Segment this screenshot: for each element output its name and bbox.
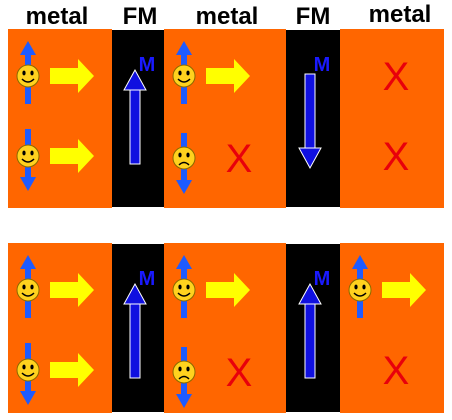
face-circle (172, 146, 196, 170)
header-fm-1: FM (123, 3, 158, 30)
smiley-face-icon (348, 278, 372, 302)
magnetization-arrow-head (123, 68, 147, 91)
current-arrow-icon (206, 59, 250, 93)
metal-block-3 (340, 29, 444, 208)
blocked-x-mark: X (226, 137, 253, 181)
face-eye-right (186, 70, 190, 76)
spin-arrow-head (176, 41, 192, 55)
row-parallel: M M X X (8, 243, 444, 413)
face-mouth (177, 292, 191, 297)
face-circle (16, 64, 40, 88)
face-circle (16, 144, 40, 168)
magnetization-arrow-head (123, 282, 147, 305)
magnetization-arrow-head (298, 147, 322, 170)
face-mouth (177, 78, 191, 83)
header-metal-2: metal (196, 3, 259, 30)
face-circle (16, 358, 40, 382)
smiley-face-icon (172, 64, 196, 88)
magnetization-arrow-2 (298, 73, 322, 170)
magnetization-arrow-head (298, 282, 322, 305)
smiley-face-icon (16, 358, 40, 382)
current-arrow-icon (50, 139, 94, 173)
blocked-x-mark: X (226, 351, 253, 395)
face-mouth (21, 158, 35, 163)
magnetization-arrow-1 (123, 282, 147, 379)
magnetization-label: M (139, 54, 156, 76)
metal-region-2: X (172, 255, 253, 408)
face-eye-left (178, 70, 182, 76)
magnetization-label: M (314, 268, 331, 290)
magnetization-arrow-shaft (304, 301, 316, 379)
face-eye-left (178, 152, 182, 158)
spin-arrow-head (352, 255, 368, 269)
spin-arrow-head (20, 391, 36, 405)
face-circle (172, 64, 196, 88)
face-circle (348, 278, 372, 302)
face-eye-right (30, 150, 34, 156)
current-arrow-icon (50, 353, 94, 387)
smiley-face-icon (16, 144, 40, 168)
spin-arrow-head (176, 394, 192, 408)
magnetization-arrow-shaft (129, 301, 141, 379)
face-eye-right (30, 364, 34, 370)
metal-region-1 (16, 255, 94, 405)
face-eye-left (22, 70, 26, 76)
spin-arrow-head (176, 255, 192, 269)
face-eye-left (22, 364, 26, 370)
current-arrow-icon (50, 273, 94, 307)
sad-face-icon (172, 146, 196, 170)
face-mouth (21, 372, 35, 377)
smiley-face-icon (16, 278, 40, 302)
face-eye-right (186, 284, 190, 290)
header-metal-3: metal (369, 1, 432, 28)
face-mouth (178, 375, 190, 380)
face-eye-right (30, 70, 34, 76)
header-metal-1: metal (26, 3, 89, 30)
magnetization-label: M (139, 268, 156, 290)
face-mouth (21, 292, 35, 297)
magnetization-label: M (314, 54, 331, 76)
face-mouth (353, 292, 367, 297)
face-eye-left (178, 366, 182, 372)
blocked-x-mark: X (383, 55, 410, 99)
magnetization-arrow-shaft (304, 73, 316, 151)
blocked-x-mark: X (383, 349, 410, 393)
face-eye-left (178, 284, 182, 290)
current-arrow-icon (206, 273, 250, 307)
blocked-x-mark: X (383, 135, 410, 179)
face-eye-right (30, 284, 34, 290)
smiley-face-icon (16, 64, 40, 88)
face-mouth (21, 78, 35, 83)
magnetization-arrow-shaft (129, 87, 141, 165)
metal-region-2: X (172, 41, 253, 194)
metal-region-3: XX (383, 55, 410, 179)
spin-arrow-head (20, 177, 36, 191)
current-arrow-icon (50, 59, 94, 93)
spin-arrow-head (20, 255, 36, 269)
face-circle (172, 278, 196, 302)
metal-region-1 (16, 41, 94, 191)
face-eye-right (186, 152, 190, 158)
header-fm-2: FM (296, 3, 331, 30)
face-eye-left (22, 150, 26, 156)
spin-arrow-head (20, 41, 36, 55)
sad-face-icon (172, 360, 196, 384)
face-circle (16, 278, 40, 302)
magnetization-arrow-1 (123, 68, 147, 165)
face-eye-right (186, 366, 190, 372)
face-eye-left (354, 284, 358, 290)
face-eye-right (362, 284, 366, 290)
face-mouth (178, 161, 190, 166)
current-arrow-icon (382, 273, 426, 307)
spin-arrow-head (176, 180, 192, 194)
face-circle (172, 360, 196, 384)
smiley-face-icon (172, 278, 196, 302)
magnetization-arrow-2 (298, 282, 322, 379)
metal-region-3: X (348, 255, 426, 393)
face-eye-left (22, 284, 26, 290)
